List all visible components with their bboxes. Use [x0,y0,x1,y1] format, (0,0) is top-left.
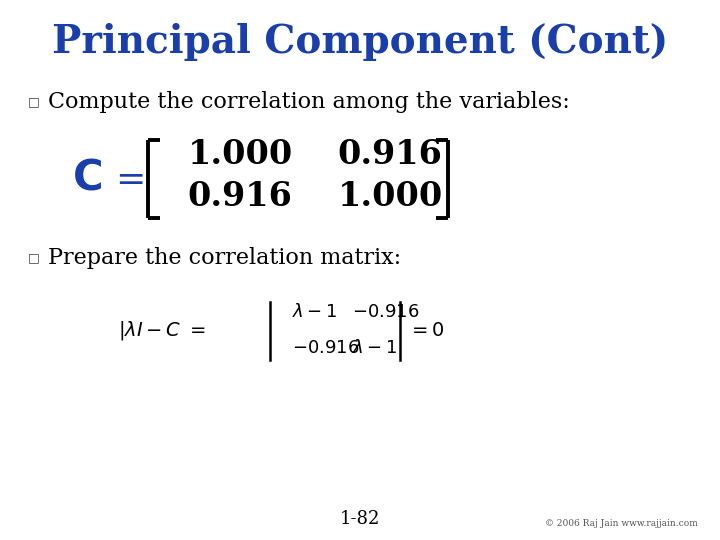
Text: □: □ [28,252,40,265]
Text: 1.000: 1.000 [187,138,292,171]
Text: © 2006 Raj Jain www.rajjain.com: © 2006 Raj Jain www.rajjain.com [545,519,698,528]
Text: $\mathbf{C}$: $\mathbf{C}$ [72,157,102,199]
Text: $\lambda - 1$: $\lambda - 1$ [352,339,397,357]
Text: Compute the correlation among the variables:: Compute the correlation among the variab… [48,91,570,113]
Text: $=$: $=$ [108,161,143,195]
Text: $-0.916$: $-0.916$ [352,303,420,321]
Text: 1-82: 1-82 [340,510,380,528]
Text: $= 0$: $= 0$ [408,321,445,340]
Text: 0.916: 0.916 [188,179,292,213]
Text: $|\lambda I - C\ =$: $|\lambda I - C\ =$ [118,319,206,341]
Text: 1.000: 1.000 [338,179,443,213]
Text: Prepare the correlation matrix:: Prepare the correlation matrix: [48,247,401,269]
Text: Principal Component (Cont): Principal Component (Cont) [52,23,668,61]
Text: $\lambda - 1$: $\lambda - 1$ [292,303,337,321]
Text: 0.916: 0.916 [338,138,442,171]
Text: $-0.916$: $-0.916$ [292,339,359,357]
Text: □: □ [28,96,40,109]
